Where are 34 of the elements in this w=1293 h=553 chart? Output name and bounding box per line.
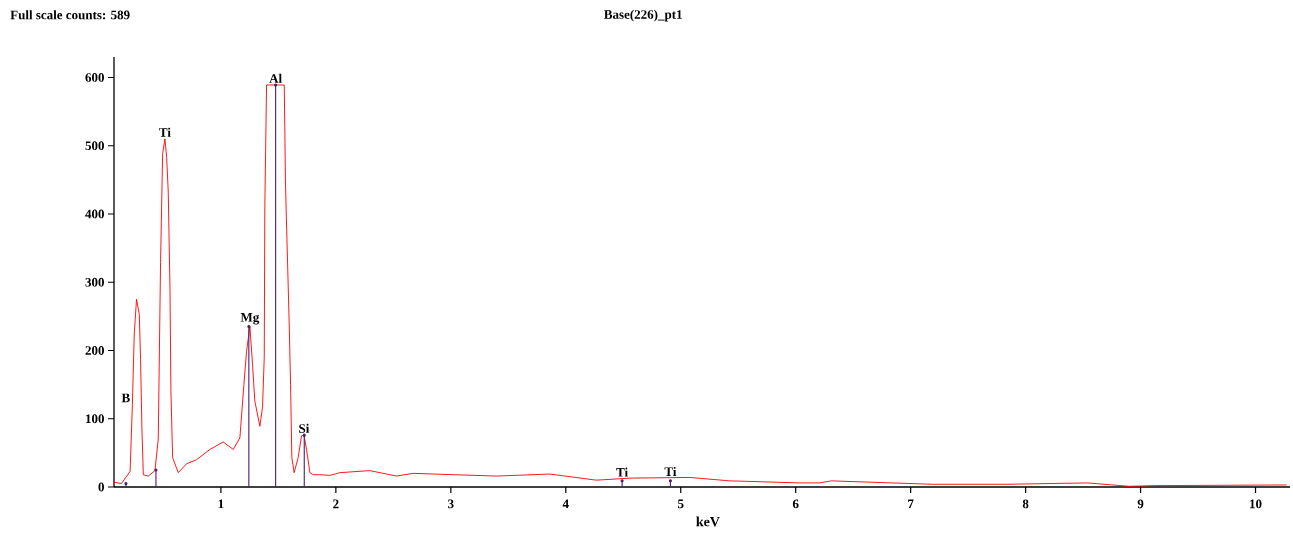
annotation: B: [121, 393, 130, 403]
annotation: Al: [269, 73, 282, 83]
annotation: Ti: [664, 466, 677, 476]
point: [274, 83, 278, 87]
x-tick-label: 10: [1250, 499, 1262, 509]
point: [302, 433, 306, 437]
annotation: Ti: [616, 467, 628, 477]
text: Full scale counts: 589: [10, 10, 130, 20]
x-tick-label: 5: [678, 499, 684, 509]
y-tick-label: 400: [85, 209, 104, 219]
y-tick-label: 300: [85, 277, 104, 287]
x-tick-label: 1: [218, 499, 224, 509]
y-tick-label: 600: [85, 73, 104, 82]
y-tick-label: 100: [86, 414, 104, 424]
x-tick-label: 2: [333, 499, 339, 509]
y-tick-label: 0: [98, 482, 104, 492]
chart-title: Base(226)_pt1: [604, 9, 682, 22]
y-tick-label: 200: [85, 346, 104, 355]
point: [124, 482, 128, 486]
x-tick-label: 3: [448, 499, 454, 509]
annotation: Si: [299, 423, 310, 433]
annotation: Mg: [240, 313, 260, 325]
point: [247, 325, 251, 329]
annotation: Ti: [159, 127, 171, 137]
point: [668, 479, 672, 483]
point: [620, 479, 624, 483]
point: [154, 468, 158, 472]
x-axis-title: keV: [696, 516, 720, 527]
x-tick-label: 9: [1137, 499, 1144, 509]
y-tick-label: 500: [85, 141, 104, 151]
x-tick-label: 4: [562, 499, 569, 509]
x-tick-label: 8: [1022, 499, 1029, 509]
x-tick-label: 7: [908, 499, 914, 509]
x-tick-label: 6: [792, 499, 799, 509]
